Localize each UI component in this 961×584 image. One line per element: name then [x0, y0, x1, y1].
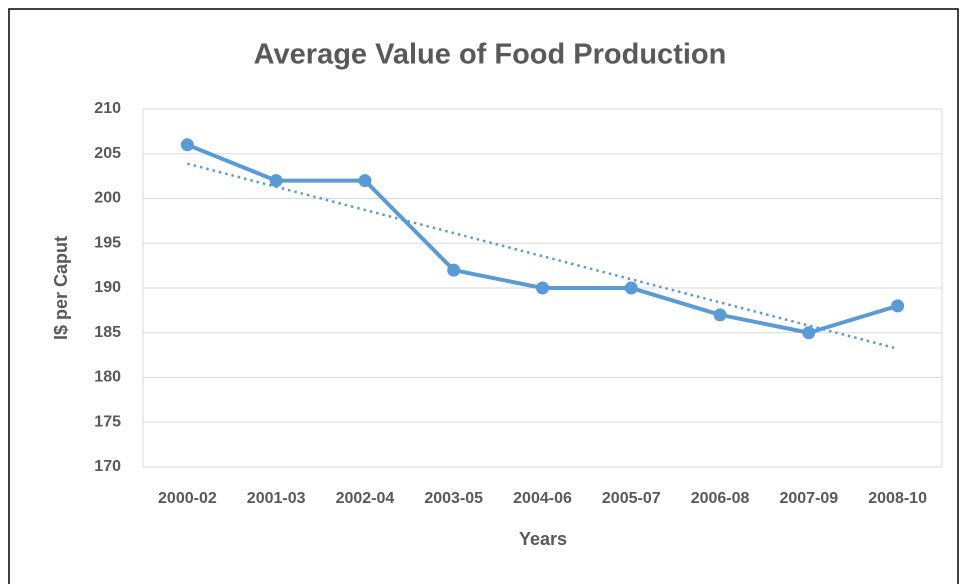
y-tick-label: 180 [94, 369, 121, 386]
y-tick-label: 205 [94, 145, 121, 162]
trendline [187, 162, 898, 350]
y-tick-label: 210 [94, 100, 121, 117]
x-tick-label: 2000-02 [158, 490, 217, 507]
marker [536, 281, 549, 295]
y-tick-label: 175 [94, 413, 121, 430]
x-tick-label: 2001-03 [247, 490, 306, 507]
marker [891, 299, 905, 313]
x-tick-label: 2003-05 [424, 490, 483, 507]
chart-frame [8, 8, 959, 584]
y-tick-label: 195 [94, 234, 121, 251]
marker [802, 326, 816, 340]
y-tick-label: 200 [94, 190, 121, 207]
marker [269, 174, 283, 188]
marker [713, 308, 727, 322]
chart-title: Average Value of Food Production [254, 39, 727, 71]
y-axis-title: I$ per Caput [51, 236, 71, 340]
marker [624, 281, 638, 295]
x-tick-label: 2007-09 [779, 490, 838, 507]
x-axis-title: Years [519, 529, 567, 549]
y-tick-label: 190 [94, 279, 121, 296]
x-tick-label: 2002-04 [336, 490, 395, 507]
x-tick-label: 2008-10 [868, 490, 927, 507]
x-tick-label: 2005-07 [602, 490, 661, 507]
x-tick-label: 2004-06 [513, 490, 572, 507]
y-tick-label: 185 [94, 324, 121, 341]
y-tick-label: 170 [94, 458, 121, 475]
x-tick-label: 2006-08 [691, 490, 750, 507]
marker [358, 174, 372, 188]
marker [180, 138, 194, 152]
marker [447, 263, 461, 277]
